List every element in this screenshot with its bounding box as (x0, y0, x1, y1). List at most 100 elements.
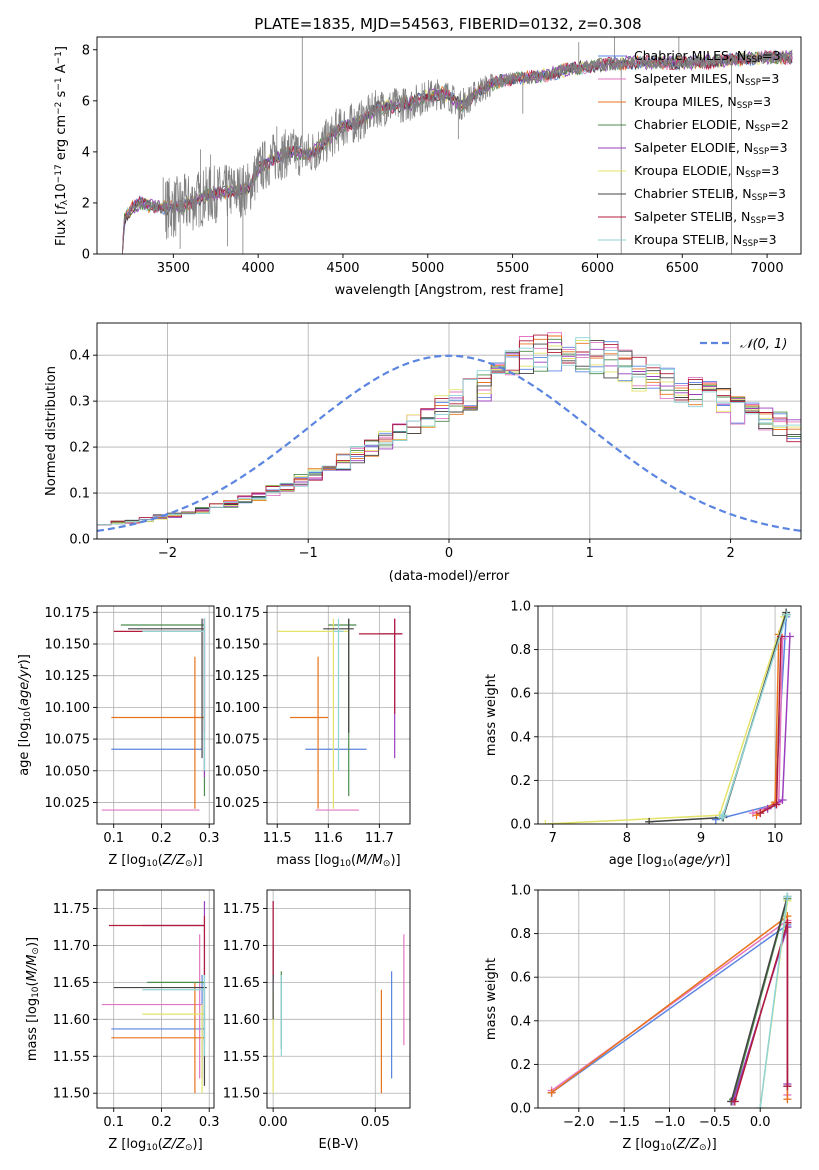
x-tick-label: −2 (158, 546, 177, 561)
y-tick-label: 11.60 (223, 1013, 260, 1028)
y-tick-label: 0 (82, 248, 90, 263)
y-tick-label: 10.125 (45, 669, 91, 684)
y-axis-label: Normed distribution (44, 366, 59, 496)
weight-marker (541, 820, 550, 824)
weight-marker (782, 610, 791, 619)
x-tick-label: 4500 (326, 261, 359, 276)
x-tick-label: −1.0 (654, 1115, 686, 1130)
histogram-6 (97, 340, 801, 539)
y-tick-label: 10.150 (215, 638, 261, 653)
y-tick-label: 10.175 (215, 606, 261, 621)
weight-marker (756, 1104, 765, 1108)
y-tick-label: 11.70 (53, 939, 90, 954)
x-axis-label: Z [log10(Z/Z⊙)] (108, 853, 202, 869)
x-tick-label: 0.3 (199, 831, 220, 846)
x-tick-label: −0.5 (699, 1115, 731, 1130)
x-tick-label: 5000 (411, 261, 444, 276)
y-tick-label: 0.8 (510, 643, 531, 658)
x-tick-label: 0.05 (361, 1115, 390, 1130)
legend-entry: Salpeter ELODIE, NSSP=3 (634, 140, 788, 157)
panel-spectrum: 3500 4000 4500 5000 5500 6000 6500 7000 0 2 4 6 8 (82, 36, 802, 276)
x-tick-label: 8 (623, 831, 631, 846)
x-tick-label: −1.5 (608, 1115, 640, 1130)
weight-marker (785, 632, 794, 641)
y-tick-label: 10.025 (45, 796, 91, 811)
axes-frame (537, 605, 802, 825)
panel-ebv_vs_mass: 0.00 0.05 11.50 11.55 11.60 11.65 11.70 11.75 (223, 889, 411, 1130)
y-tick-label: 0.1 (69, 487, 90, 502)
legend-entry: Chabrier ELODIE, NSSP=2 (634, 117, 789, 134)
weight-line-8 (759, 896, 789, 1108)
x-tick-label: 0.0 (750, 1115, 771, 1130)
y-axis-label: Flux [fλ10−17 erg cm−2 s−1 A−1] (54, 46, 70, 246)
plot-area-mass_vs_age (277, 618, 403, 811)
legend-entry: Kroupa ELODIE, NSSP=3 (634, 163, 779, 180)
y-tick-label: 11.70 (223, 939, 260, 954)
axes-frame (96, 605, 215, 825)
x-tick-label: 7000 (751, 261, 784, 276)
weight-marker (772, 800, 781, 809)
weight-marker (547, 1088, 556, 1097)
y-tick-label: 11.75 (53, 902, 90, 917)
legend-entry: Chabrier STELIB, NSSP=3 (634, 186, 786, 203)
plot-area-ebv_vs_mass (272, 901, 405, 1094)
x-tick-label: 6500 (666, 261, 699, 276)
histogram-4 (97, 342, 801, 539)
x-tick-label: 10 (767, 831, 784, 846)
y-tick-label: 6 (82, 94, 90, 109)
x-tick-label: 5500 (496, 261, 529, 276)
data-spectrum (122, 50, 793, 254)
weight-line-6 (649, 612, 787, 823)
panel-z_vs_weight: −2.0 −1.5 −1.0 −0.5 0.0 0.0 0.2 0.4 0.6 0.8 1.0 (510, 884, 802, 1130)
y-tick-label: 11.50 (223, 1087, 260, 1102)
x-tick-label: 0.1 (103, 1115, 124, 1130)
y-tick-label: 11.65 (223, 976, 260, 991)
y-tick-label: 11.60 (53, 1013, 90, 1028)
weight-marker (719, 811, 728, 820)
y-tick-label: 10.025 (215, 796, 261, 811)
weight-line-5 (545, 616, 785, 824)
x-tick-label: 0.2 (151, 831, 172, 846)
plot-area-residuals (97, 332, 801, 539)
plot-area-z_vs_mass (101, 901, 207, 1094)
plot-area-z_vs_age (101, 618, 206, 811)
weight-marker (730, 1097, 739, 1106)
legend-entry: Kroupa MILES, NSSP=3 (634, 94, 771, 111)
weight-marker (783, 892, 792, 901)
x-tick-label: 7 (549, 831, 557, 846)
weight-marker (756, 809, 765, 818)
y-tick-label: 0.2 (510, 1058, 531, 1073)
x-tick-label: 9 (697, 831, 705, 846)
y-tick-label: 0.6 (510, 971, 531, 986)
x-tick-label: 6000 (581, 261, 614, 276)
panel-mass_vs_age: 11.5 11.6 11.7 10.025 10.050 10.075 10.100 10.1… (215, 605, 411, 846)
y-tick-label: 0.4 (69, 349, 90, 364)
y-tick-label: 11.55 (223, 1050, 260, 1065)
histogram-5 (97, 340, 801, 539)
plot-area-spectrum (122, 37, 793, 254)
y-tick-label: 11.55 (53, 1050, 90, 1065)
weight-marker (783, 1095, 792, 1104)
y-tick-label: 10.050 (215, 764, 261, 779)
plot-area-z_vs_weight (547, 892, 792, 1108)
y-tick-label: 0.4 (510, 1014, 531, 1029)
y-tick-label: 11.75 (223, 902, 260, 917)
y-tick-label: 10.150 (45, 638, 91, 653)
panel-age_vs_weight: 7 8 9 10 0.0 0.2 0.4 0.6 0.8 1.0 (510, 600, 802, 846)
y-axis-label: mass [log10(M/M⊙)] (25, 937, 41, 1061)
x-axis-label: wavelength [Angstrom, rest frame] (335, 283, 564, 298)
weight-marker (783, 1082, 792, 1091)
histogram-7 (97, 334, 801, 539)
x-tick-label: 0.00 (259, 1115, 288, 1130)
y-tick-label: 0.2 (69, 441, 90, 456)
y-tick-label: 10.075 (215, 733, 261, 748)
y-tick-label: 2 (82, 196, 90, 211)
x-axis-label: mass [log10(M/M⊙)] (276, 853, 400, 869)
histogram-8 (97, 337, 801, 539)
y-tick-label: 10.050 (45, 764, 91, 779)
figure-title: PLATE=1835, MJD=54563, FIBERID=0132, z=0… (254, 15, 641, 33)
x-tick-label: −2.0 (563, 1115, 595, 1130)
weight-line-6 (730, 896, 789, 1102)
y-tick-label: 0.0 (510, 1102, 531, 1117)
y-tick-label: 0.2 (510, 774, 531, 789)
